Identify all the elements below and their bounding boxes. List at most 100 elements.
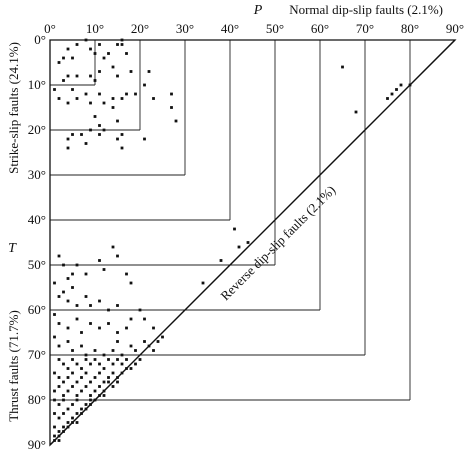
data-point xyxy=(89,322,92,325)
data-point xyxy=(116,340,119,343)
data-point xyxy=(152,97,155,100)
data-point xyxy=(66,146,70,150)
data-point xyxy=(107,52,110,55)
data-point xyxy=(93,358,97,361)
data-point xyxy=(246,241,250,244)
data-point xyxy=(102,353,106,357)
data-point xyxy=(129,317,133,321)
data-point xyxy=(98,133,101,136)
data-point xyxy=(93,349,97,352)
data-point xyxy=(120,97,124,100)
data-point xyxy=(111,362,115,366)
data-point xyxy=(71,133,74,136)
data-point xyxy=(66,367,70,370)
data-point xyxy=(98,299,101,303)
data-point xyxy=(161,335,164,339)
data-point xyxy=(57,439,61,442)
data-point xyxy=(89,380,92,384)
data-point xyxy=(93,398,97,402)
data-point xyxy=(62,398,65,402)
data-point xyxy=(53,88,56,91)
data-point xyxy=(57,358,61,361)
data-point xyxy=(102,128,106,132)
data-point xyxy=(111,106,115,109)
y-tick-label: 80° xyxy=(28,392,46,407)
data-point xyxy=(62,380,65,384)
data-point xyxy=(143,83,146,87)
data-point xyxy=(66,421,70,424)
data-point xyxy=(219,259,223,262)
data-point xyxy=(408,83,412,87)
data-point xyxy=(66,326,70,330)
x-axis-label: P xyxy=(253,3,263,18)
data-point xyxy=(53,281,56,285)
y-tick-label: 0° xyxy=(34,32,46,47)
data-point xyxy=(57,322,61,325)
data-point xyxy=(98,124,101,127)
data-point xyxy=(120,133,124,136)
data-point xyxy=(84,358,88,361)
data-point xyxy=(75,398,79,402)
data-point xyxy=(71,349,74,352)
data-point xyxy=(120,38,124,42)
data-point xyxy=(386,97,389,100)
data-point xyxy=(111,245,115,249)
data-point xyxy=(80,407,83,411)
data-point xyxy=(93,52,97,55)
data-point xyxy=(62,412,65,415)
x-tick-label: 40° xyxy=(221,21,239,36)
data-point xyxy=(66,407,70,411)
data-point xyxy=(84,385,88,388)
data-point xyxy=(71,416,74,420)
x-tick-label: 80° xyxy=(401,21,419,36)
data-point xyxy=(71,56,74,60)
data-point xyxy=(147,70,151,73)
data-point xyxy=(233,227,236,231)
data-point xyxy=(71,371,74,375)
data-point xyxy=(66,376,70,379)
data-point xyxy=(66,299,70,303)
x-tick-label: 70° xyxy=(356,21,374,36)
data-point xyxy=(174,119,178,123)
data-point xyxy=(111,371,115,375)
data-point xyxy=(62,79,65,82)
data-point xyxy=(71,421,74,424)
data-point xyxy=(89,74,92,78)
data-point xyxy=(57,403,61,406)
data-point xyxy=(102,367,106,370)
data-point xyxy=(93,115,97,118)
data-point xyxy=(125,367,128,370)
data-point xyxy=(120,371,124,375)
data-point xyxy=(57,416,61,420)
data-point xyxy=(116,304,119,307)
data-point xyxy=(57,254,61,258)
thrust-faults-label: Thrust faults (71.7%) xyxy=(6,310,21,422)
data-point xyxy=(62,290,65,294)
data-point xyxy=(75,304,79,307)
data-point xyxy=(93,376,97,379)
data-point xyxy=(143,137,146,141)
data-point xyxy=(89,47,92,51)
y-tick-label: 70° xyxy=(28,347,46,362)
data-point xyxy=(98,385,101,388)
y-tick-label: 90° xyxy=(28,437,46,452)
data-point xyxy=(53,434,56,438)
data-point xyxy=(71,403,74,406)
data-point xyxy=(89,403,92,406)
y-axis-label: T xyxy=(8,241,17,256)
data-point xyxy=(120,146,124,150)
data-point xyxy=(134,92,137,96)
grid-lines xyxy=(50,40,411,401)
data-point xyxy=(116,376,119,379)
data-point xyxy=(53,439,56,442)
data-point xyxy=(75,263,79,267)
data-point xyxy=(120,362,124,366)
data-point xyxy=(129,367,133,370)
data-point xyxy=(84,403,88,406)
x-tick-label: 10° xyxy=(86,21,104,36)
data-point xyxy=(102,101,106,105)
data-point xyxy=(62,394,65,397)
data-point xyxy=(66,101,70,105)
data-point xyxy=(116,137,119,141)
data-point xyxy=(75,97,79,100)
